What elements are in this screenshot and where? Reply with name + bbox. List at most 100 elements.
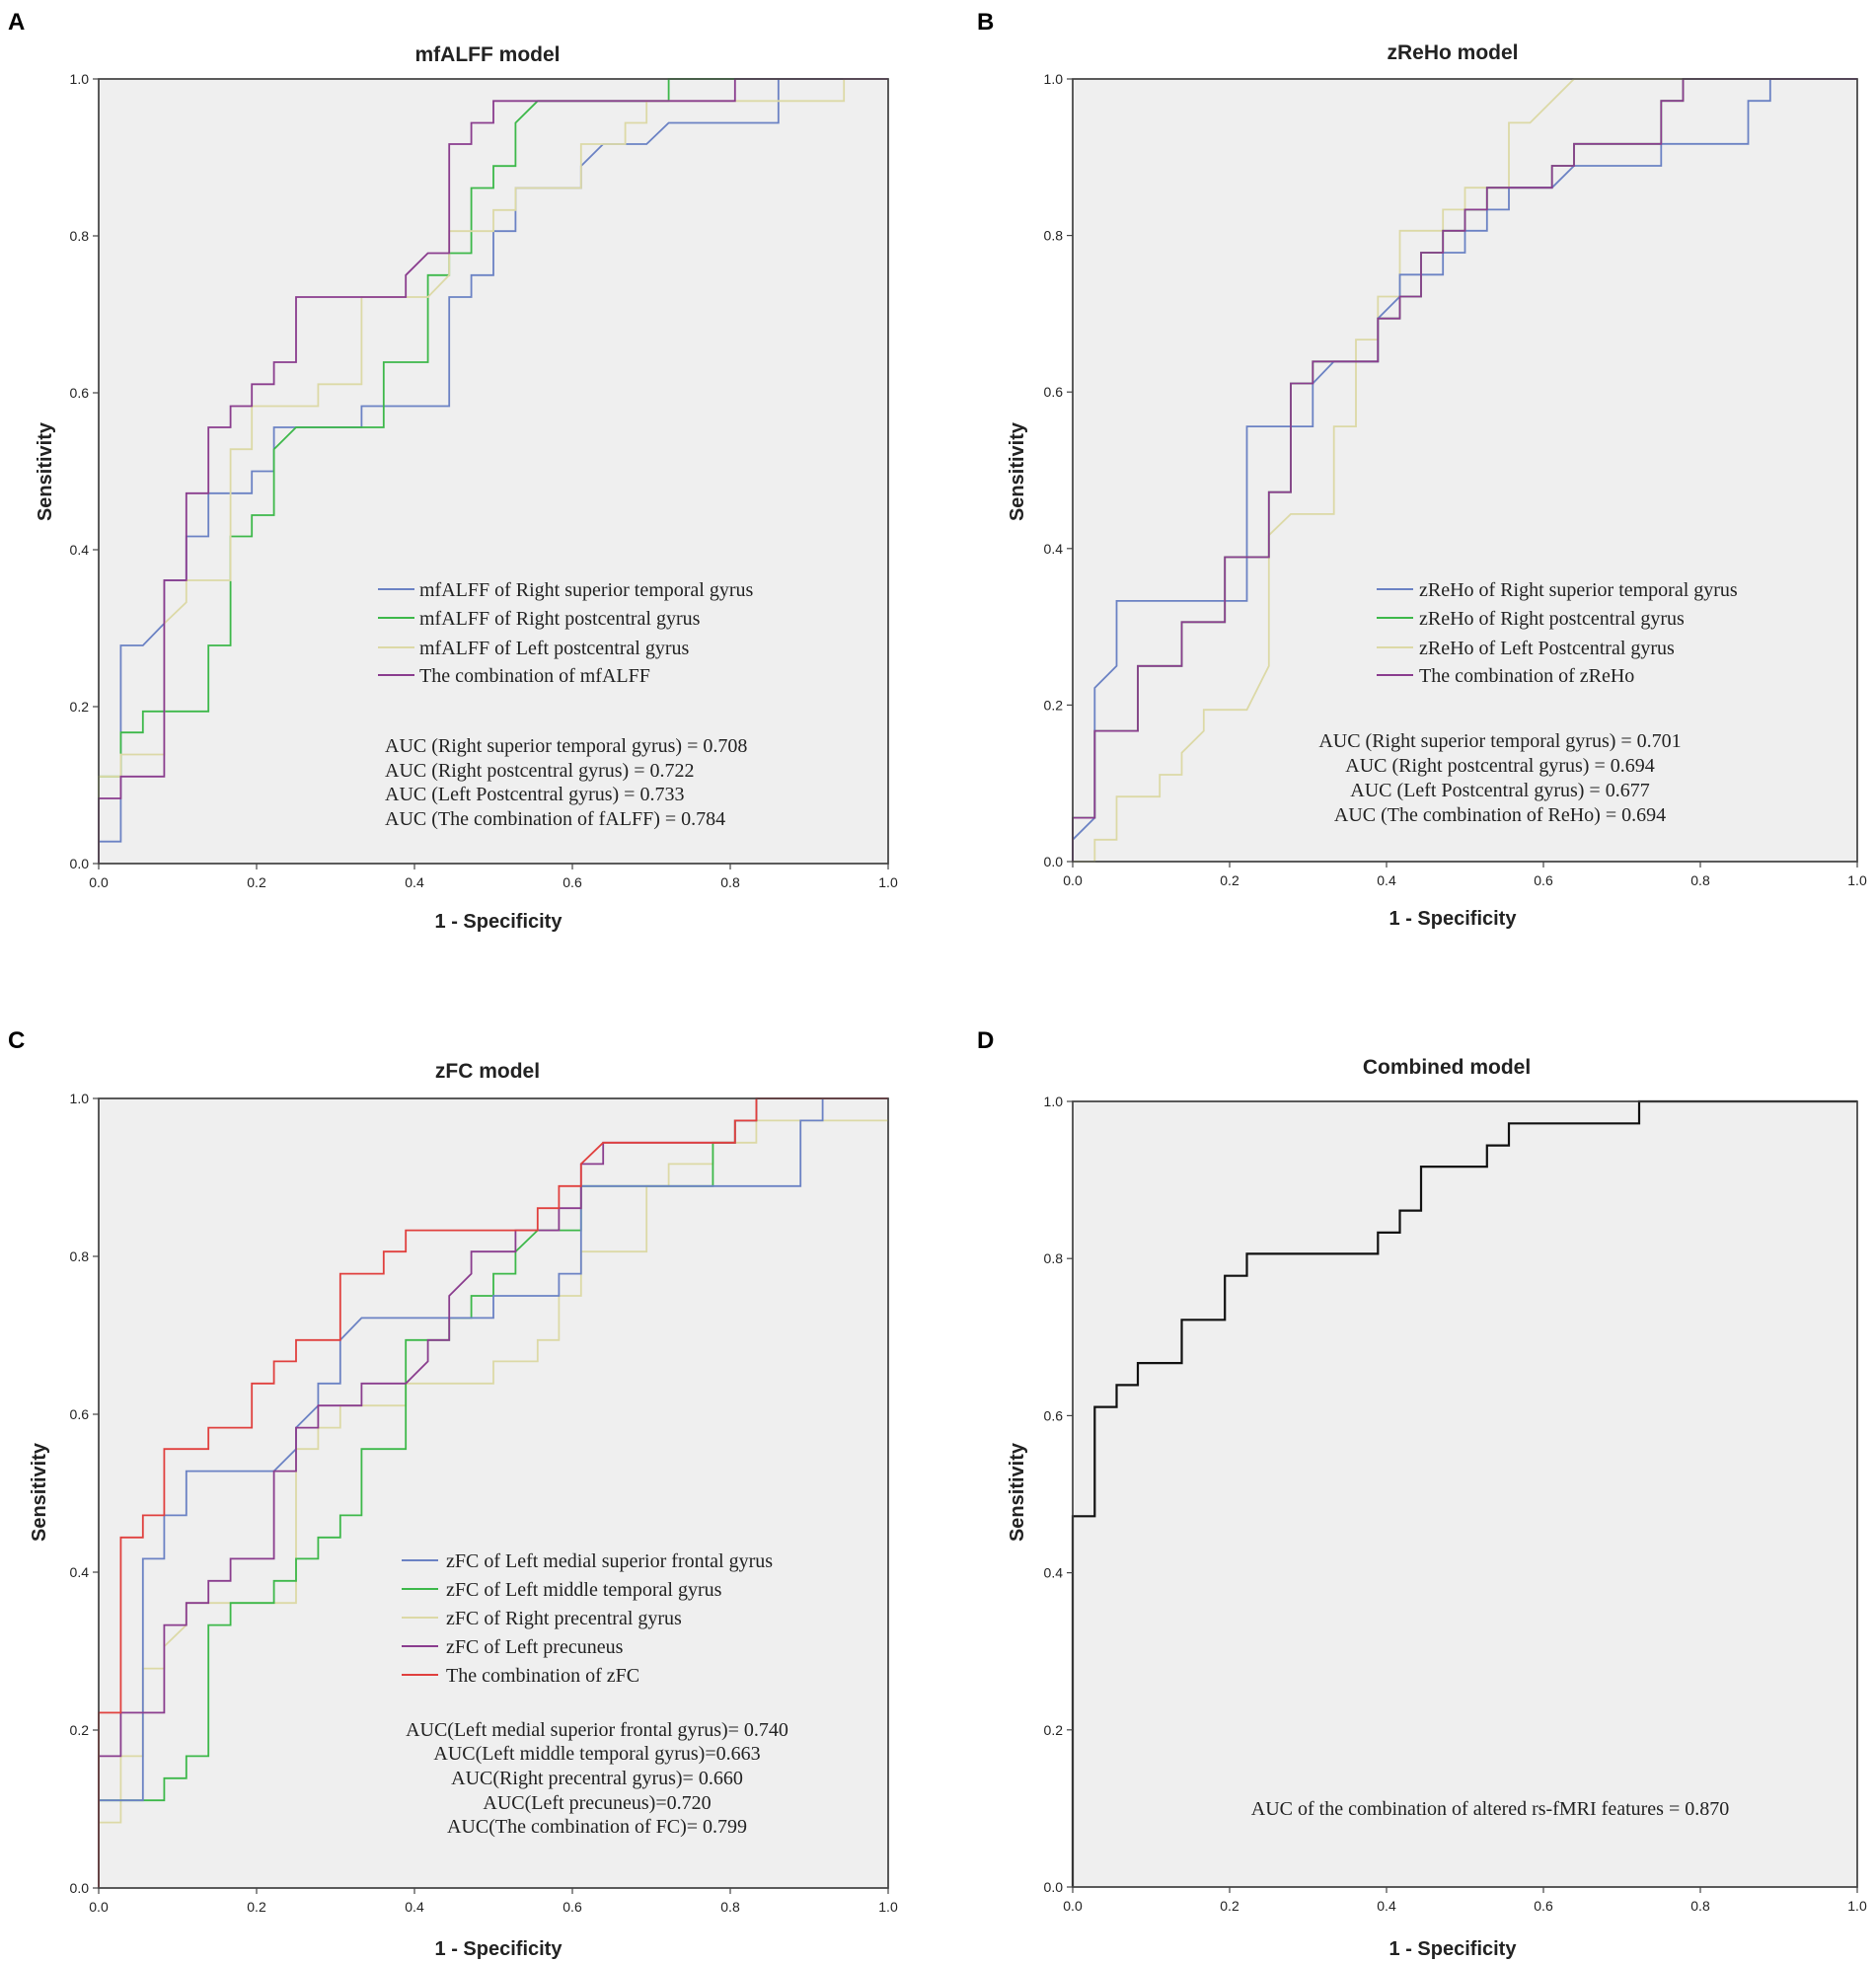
y-tick-label: 0.2 <box>70 1722 90 1738</box>
y-tick-label: 1.0 <box>70 71 90 87</box>
auc-annotation: AUC(Left medial superior frontal gyrus)=… <box>406 1719 788 1741</box>
panel-a-title: mfALFF model <box>415 43 561 66</box>
roc-curve-the-combination-of-zreho <box>1072 78 1857 862</box>
panel-d-ticks: 0.0 0.2 0.4 0.6 0.8 1.0 0.0 0.2 0.4 0.6 0.8 1.0 <box>1044 1094 1867 1914</box>
legend-entry: zFC of Left precuneus <box>446 1636 624 1658</box>
auc-annotation: AUC (Right superior temporal gyrus) = 0.… <box>1318 730 1681 752</box>
panel-a-series <box>98 78 888 864</box>
x-tick-label: 0.6 <box>563 1899 582 1915</box>
panel-b-x-axis-label: 1 - Specificity <box>1389 908 1518 930</box>
x-tick-label: 0.6 <box>1534 1898 1553 1914</box>
x-tick-label: 1.0 <box>1847 1898 1867 1914</box>
panel-letter-a: A <box>8 9 25 36</box>
x-tick-label: 1.0 <box>878 874 898 890</box>
x-tick-label: 1.0 <box>878 1899 898 1915</box>
y-tick-label: 0.6 <box>70 385 90 401</box>
auc-annotation: AUC (Left Postcentral gyrus) = 0.677 <box>1350 780 1649 801</box>
auc-annotation: AUC of the combination of altered rs-fMR… <box>1251 1798 1729 1820</box>
x-tick-label: 0.0 <box>89 874 109 890</box>
x-tick-label: 0.0 <box>1063 1898 1083 1914</box>
y-tick-label: 0.4 <box>1044 541 1064 557</box>
legend-entry: zReHo of Right postcentral gyrus <box>1419 608 1685 630</box>
x-tick-label: 0.6 <box>563 874 582 890</box>
y-tick-label: 0.6 <box>1044 1407 1064 1423</box>
panel-c-y-axis-label: Sensitivity <box>29 1442 50 1542</box>
panel-d-series <box>1071 1099 1857 1887</box>
panel-d-title: Combined model <box>1363 1056 1531 1079</box>
legend-entry: The combination of zFC <box>446 1665 639 1687</box>
x-tick-label: 0.2 <box>247 1899 266 1915</box>
y-tick-label: 0.4 <box>70 1564 90 1580</box>
auc-annotation: AUC (Right superior temporal gyrus) = 0.… <box>385 735 747 757</box>
auc-annotation: AUC(The combination of FC)= 0.799 <box>447 1816 747 1838</box>
panel-d-frame <box>1072 1100 1858 1888</box>
auc-annotation: AUC (Right postcentral gyrus) = 0.722 <box>385 760 694 782</box>
x-tick-label: 0.8 <box>720 1899 740 1915</box>
legend-entry: mfALFF of Right superior temporal gyrus <box>419 579 754 601</box>
panel-letter-b: B <box>977 9 994 36</box>
auc-annotation: AUC(Left middle temporal gyrus)=0.663 <box>433 1743 760 1765</box>
auc-annotation: AUC (The combination of ReHo) = 0.694 <box>1334 804 1666 826</box>
y-tick-label: 0.6 <box>70 1406 90 1422</box>
panel-d-plot-area <box>1072 1100 1858 1888</box>
y-tick-label: 1.0 <box>1044 71 1064 87</box>
x-tick-label: 1.0 <box>1847 872 1867 888</box>
legend-entry: mfALFF of Left postcentral gyrus <box>419 638 689 659</box>
panel-b-series <box>1072 78 1857 863</box>
y-tick-label: 0.2 <box>1044 697 1064 713</box>
legend-entry: The combination of mfALFF <box>419 665 650 687</box>
legend-entry: The combination of zReHo <box>1419 665 1634 687</box>
panel-b-legend: zReHo of Right superior temporal gyrus z… <box>1377 579 1738 687</box>
panel-b-auc-annotations: AUC (Right superior temporal gyrus) = 0.… <box>1318 730 1681 826</box>
y-tick-label: 0.0 <box>70 1880 90 1896</box>
legend-entry: zFC of Left middle temporal gyrus <box>446 1579 722 1601</box>
panel-a-legend: mfALFF of Right superior temporal gyrus … <box>378 579 754 687</box>
auc-annotation: AUC(Left precuneus)=0.720 <box>483 1792 711 1814</box>
x-tick-label: 0.2 <box>1220 1898 1239 1914</box>
panel-a: A mfALFF model 0.0 0.2 0.4 0.6 0.8 1.00.00.20… <box>8 9 898 933</box>
panel-b-title: zReHo model <box>1387 41 1518 64</box>
roc-curve-the-combination-of-zfc <box>98 1097 888 1888</box>
auc-annotation: AUC(Right precentral gyrus)= 0.660 <box>451 1768 743 1789</box>
x-tick-label: 0.2 <box>247 874 266 890</box>
x-tick-label: 0.8 <box>720 874 740 890</box>
y-tick-label: 0.8 <box>70 228 90 244</box>
x-tick-label: 0.0 <box>1063 872 1083 888</box>
panel-b-y-axis-label: Sensitivity <box>1007 421 1028 521</box>
auc-annotation: AUC (The combination of fALFF) = 0.784 <box>385 808 725 830</box>
panel-a-ticks: 0.0 0.2 0.4 0.6 0.8 1.0 0.0 0.2 0.4 0.6 0.8 1.0 <box>70 71 898 890</box>
x-tick-label: 0.8 <box>1690 1898 1710 1914</box>
y-tick-label: 0.8 <box>70 1248 90 1264</box>
panel-d-x-axis-label: 1 - Specificity <box>1389 1938 1518 1960</box>
panel-letter-c: C <box>8 1027 25 1054</box>
legend-entry: zReHo of Right superior temporal gyrus <box>1419 579 1738 601</box>
legend-entry: mfALFF of Right postcentral gyrus <box>419 608 701 630</box>
legend-entry: zFC of Left medial superior frontal gyru… <box>446 1550 773 1572</box>
y-tick-label: 0.0 <box>1044 1879 1064 1895</box>
x-tick-label: 0.4 <box>1377 872 1396 888</box>
panel-c-ticks: 0.0 0.2 0.4 0.6 0.8 1.0 0.0 0.2 0.4 0.6 0.8 1.0 <box>70 1091 898 1915</box>
x-tick-label: 0.8 <box>1690 872 1710 888</box>
y-tick-label: 0.6 <box>1044 384 1064 400</box>
x-tick-label: 0.2 <box>1220 872 1239 888</box>
roc-curve-zfc-of-left-precuneus <box>98 1097 888 1888</box>
y-tick-label: 0.8 <box>1044 1250 1064 1266</box>
panel-c-auc-annotations: AUC(Left medial superior frontal gyrus)=… <box>406 1719 788 1838</box>
x-tick-label: 0.4 <box>1377 1898 1396 1914</box>
panel-letter-d: D <box>977 1027 994 1054</box>
panel-d-auc-annotations: AUC of the combination of altered rs-fMR… <box>1251 1798 1729 1820</box>
y-tick-label: 0.8 <box>1044 228 1064 244</box>
panel-c-legend: zFC of Left medial superior frontal gyru… <box>402 1550 773 1687</box>
panel-c-series <box>98 1097 888 1888</box>
panel-a-y-axis-label: Sensitivity <box>35 421 56 521</box>
x-tick-label: 0.4 <box>405 874 424 890</box>
panel-c-frame <box>98 1097 889 1889</box>
y-tick-label: 0.2 <box>1044 1722 1064 1738</box>
roc-curve-the-combination-of-mfalff <box>98 78 888 864</box>
roc-curve-zfc-of-left-medial-superior-frontal-gyrus <box>98 1097 888 1888</box>
panel-a-x-axis-label: 1 - Specificity <box>435 911 563 933</box>
y-tick-label: 0.4 <box>70 542 90 558</box>
auc-annotation: AUC (Right postcentral gyrus) = 0.694 <box>1345 755 1654 777</box>
y-tick-label: 0.4 <box>1044 1565 1064 1581</box>
panel-a-auc-annotations: AUC (Right superior temporal gyrus) = 0.… <box>385 735 747 830</box>
